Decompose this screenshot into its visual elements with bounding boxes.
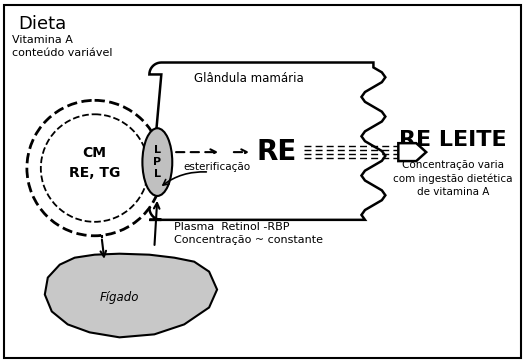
Ellipse shape (143, 128, 172, 196)
Text: Vitamina A
conteúdo variável: Vitamina A conteúdo variável (12, 35, 112, 58)
Text: Dieta: Dieta (18, 15, 66, 33)
Text: Concentração varia
com ingestão dietética
de vitamina A: Concentração varia com ingestão dietétic… (393, 160, 513, 197)
Circle shape (27, 100, 162, 236)
PathPatch shape (149, 63, 385, 220)
Text: Concentração ~ constante: Concentração ~ constante (174, 235, 323, 245)
Text: Plasma  Retinol -RBP: Plasma Retinol -RBP (174, 222, 290, 232)
Text: RE LEITE: RE LEITE (399, 130, 507, 150)
Text: esterificação: esterificação (184, 162, 251, 172)
Circle shape (41, 114, 148, 222)
Text: Glândula mamária: Glândula mamária (194, 72, 304, 86)
PathPatch shape (45, 254, 217, 337)
Text: L
P
L: L P L (153, 146, 162, 179)
Text: CM
RE, TG: CM RE, TG (69, 146, 120, 180)
FancyArrow shape (398, 143, 426, 161)
Text: RE: RE (257, 138, 297, 166)
Text: Fígado: Fígado (100, 291, 139, 304)
